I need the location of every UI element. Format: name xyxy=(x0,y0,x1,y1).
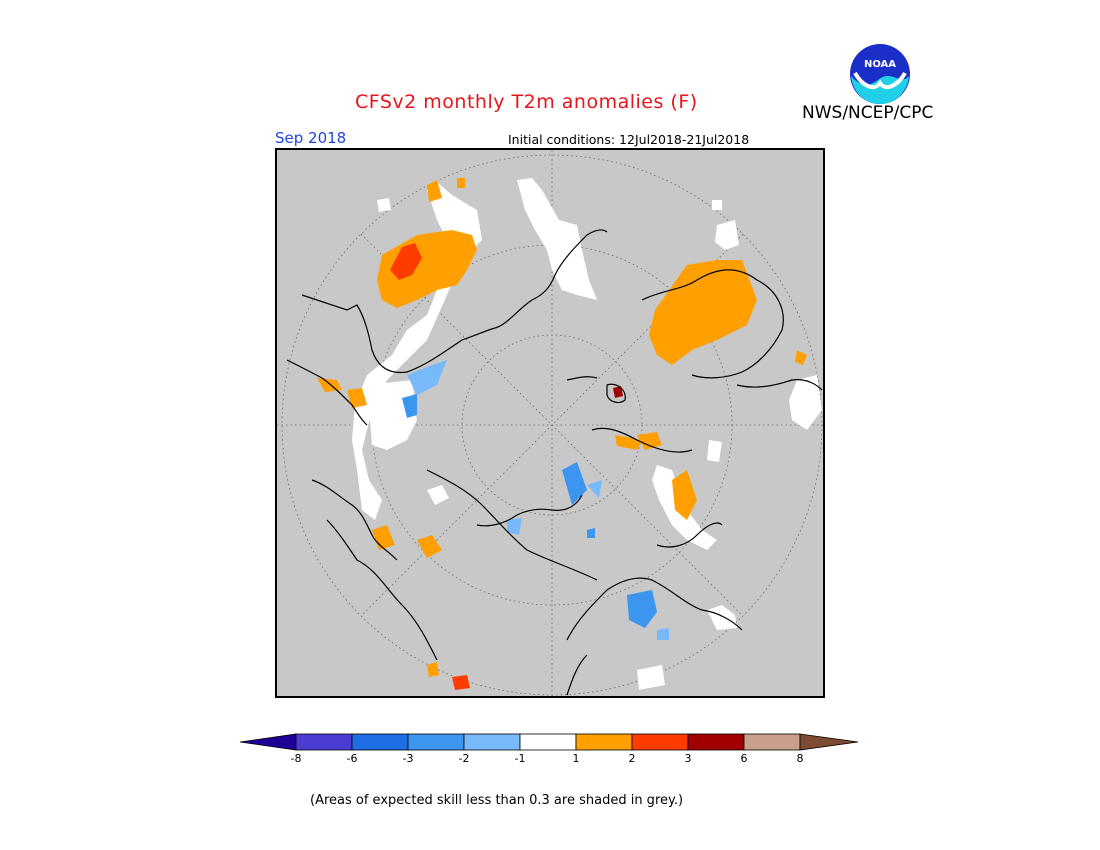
scale-box xyxy=(351,733,409,751)
noaa-logo: NOAA xyxy=(849,43,911,105)
strong-warm-regions xyxy=(390,243,470,690)
scale-box xyxy=(295,733,353,751)
scale-box xyxy=(463,733,521,751)
scale-tick-label: -2 xyxy=(458,752,470,765)
polar-map xyxy=(275,148,825,698)
scale-arrow-high xyxy=(799,733,859,751)
scale-box xyxy=(519,733,577,751)
cool-anomaly-regions xyxy=(402,360,669,640)
scale-box xyxy=(687,733,745,751)
map-canvas xyxy=(277,150,823,696)
scale-tick-label: 8 xyxy=(796,752,804,765)
scale-box xyxy=(631,733,689,751)
scale-tick-label: -6 xyxy=(346,752,358,765)
initial-conditions: Initial conditions: 12Jul2018-21Jul2018 xyxy=(508,132,750,147)
scale-tick-label: 6 xyxy=(740,752,748,765)
scale-tick-label: -8 xyxy=(290,752,302,765)
very-strong-warm-regions xyxy=(613,386,623,398)
warm-anomaly-regions xyxy=(317,178,807,677)
agency-label: NWS/NCEP/CPC xyxy=(802,103,934,123)
scale-tick-label: 1 xyxy=(572,752,580,765)
forecast-month: Sep 2018 xyxy=(275,129,347,147)
skill-footnote: (Areas of expected skill less than 0.3 a… xyxy=(310,793,684,808)
scale-box xyxy=(743,733,801,751)
noaa-logo-text: NOAA xyxy=(864,59,896,70)
scale-tick-label: 3 xyxy=(684,752,692,765)
coastlines xyxy=(286,229,823,696)
color-scale-bar xyxy=(240,733,859,751)
scale-tick-label: -3 xyxy=(402,752,414,765)
scale-tick-label: 2 xyxy=(628,752,636,765)
scale-box xyxy=(575,733,633,751)
scale-box xyxy=(407,733,465,751)
scale-tick-label: -1 xyxy=(514,752,526,765)
scale-arrow-low xyxy=(240,733,297,751)
map-title: CFSv2 monthly T2m anomalies (F) xyxy=(355,91,698,113)
